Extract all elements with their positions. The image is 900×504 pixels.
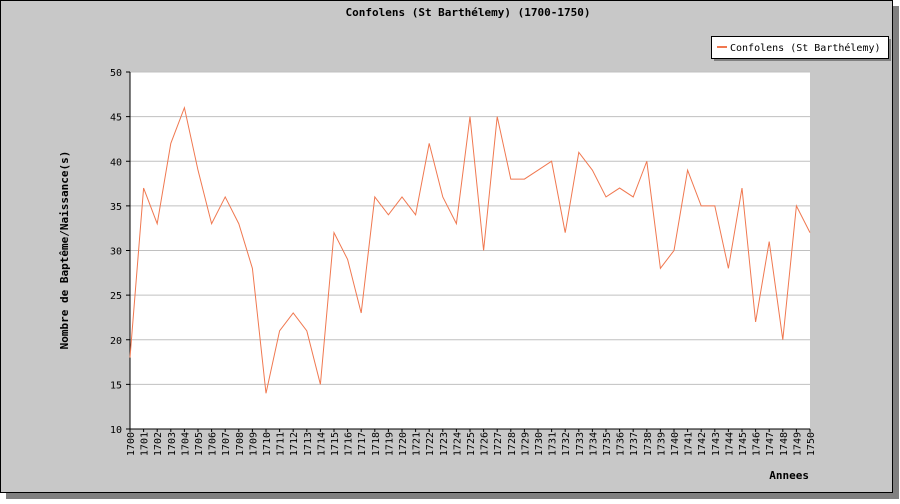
- x-tick-label: 1707: [221, 432, 232, 456]
- y-tick-label: 40: [110, 157, 122, 168]
- x-tick-label: 1738: [643, 432, 654, 456]
- x-tick-label: 1713: [303, 432, 314, 456]
- x-tick-label: 1711: [276, 432, 287, 456]
- x-tick-label: 1741: [684, 432, 695, 456]
- x-tick-label: 1700: [126, 432, 137, 456]
- x-tick-label: 1703: [167, 432, 178, 456]
- y-tick-label: 10: [110, 425, 122, 436]
- x-tick-label: 1748: [779, 432, 790, 456]
- x-tick-label: 1719: [384, 432, 395, 456]
- legend-label: Confolens (St Barthélemy): [730, 42, 881, 54]
- x-tick-label: 1706: [208, 432, 219, 456]
- x-tick-label: 1721: [412, 432, 423, 456]
- x-tick-label: 1742: [697, 432, 708, 456]
- y-tick-label: 30: [110, 247, 122, 258]
- x-tick-label: 1731: [548, 432, 559, 456]
- chart-title: Confolens (St Barthélemy) (1700-1750): [345, 6, 590, 19]
- x-tick-label: 1717: [357, 432, 368, 456]
- x-tick-label: 1745: [738, 432, 749, 456]
- x-tick-label: 1750: [806, 432, 817, 456]
- x-tick-label: 1744: [724, 432, 735, 456]
- x-tick-label: 1720: [398, 432, 409, 456]
- x-tick-label: 1724: [452, 432, 463, 456]
- x-tick-label: 1709: [248, 432, 259, 456]
- legend: [711, 36, 889, 59]
- x-tick-label: 1708: [235, 432, 246, 456]
- x-tick-label: 1716: [344, 432, 355, 456]
- x-tick-label: 1734: [588, 432, 599, 456]
- x-tick-label: 1710: [262, 432, 273, 456]
- y-tick-label: 20: [110, 336, 122, 347]
- x-axis-label: Annees: [769, 469, 809, 482]
- x-tick-label: 1739: [656, 432, 667, 456]
- y-tick-label: 15: [110, 380, 122, 391]
- y-axis-label: Nombre de Baptême/Naissance(s): [58, 151, 71, 350]
- x-tick-label: 1718: [371, 432, 382, 456]
- x-tick-label: 1740: [670, 432, 681, 456]
- x-tick-label: 1736: [616, 432, 627, 456]
- x-tick-label: 1732: [561, 432, 572, 456]
- x-tick-label: 1726: [480, 432, 491, 456]
- x-tick-label: 1704: [180, 432, 191, 456]
- x-tick-label: 1746: [752, 432, 763, 456]
- x-tick-label: 1705: [194, 432, 205, 456]
- x-tick-label: 1733: [575, 432, 586, 456]
- y-tick-label: 45: [110, 113, 122, 124]
- x-tick-label: 1727: [493, 432, 504, 456]
- x-tick-label: 1730: [534, 432, 545, 456]
- x-tick-label: 1737: [629, 432, 640, 456]
- x-tick-label: 1728: [507, 432, 518, 456]
- x-tick-label: 1715: [330, 432, 341, 456]
- x-tick-label: 1722: [425, 432, 436, 456]
- x-tick-label: 1714: [316, 432, 327, 456]
- x-tick-label: 1702: [153, 432, 164, 456]
- x-tick-label: 1749: [792, 432, 803, 456]
- y-tick-label: 35: [110, 202, 122, 213]
- x-tick-label: 1735: [602, 432, 613, 456]
- x-tick-label: 1729: [520, 432, 531, 456]
- x-tick-label: 1747: [765, 432, 776, 456]
- x-tick-label: 1725: [466, 432, 477, 456]
- y-tick-label: 50: [110, 68, 122, 79]
- y-tick-label: 25: [110, 291, 122, 302]
- line-series: [129, 105, 811, 394]
- x-tick-label: 1743: [711, 432, 722, 456]
- x-tick-label: 1712: [289, 432, 300, 456]
- x-tick-label: 1701: [140, 432, 151, 456]
- x-tick-label: 1723: [439, 432, 450, 456]
